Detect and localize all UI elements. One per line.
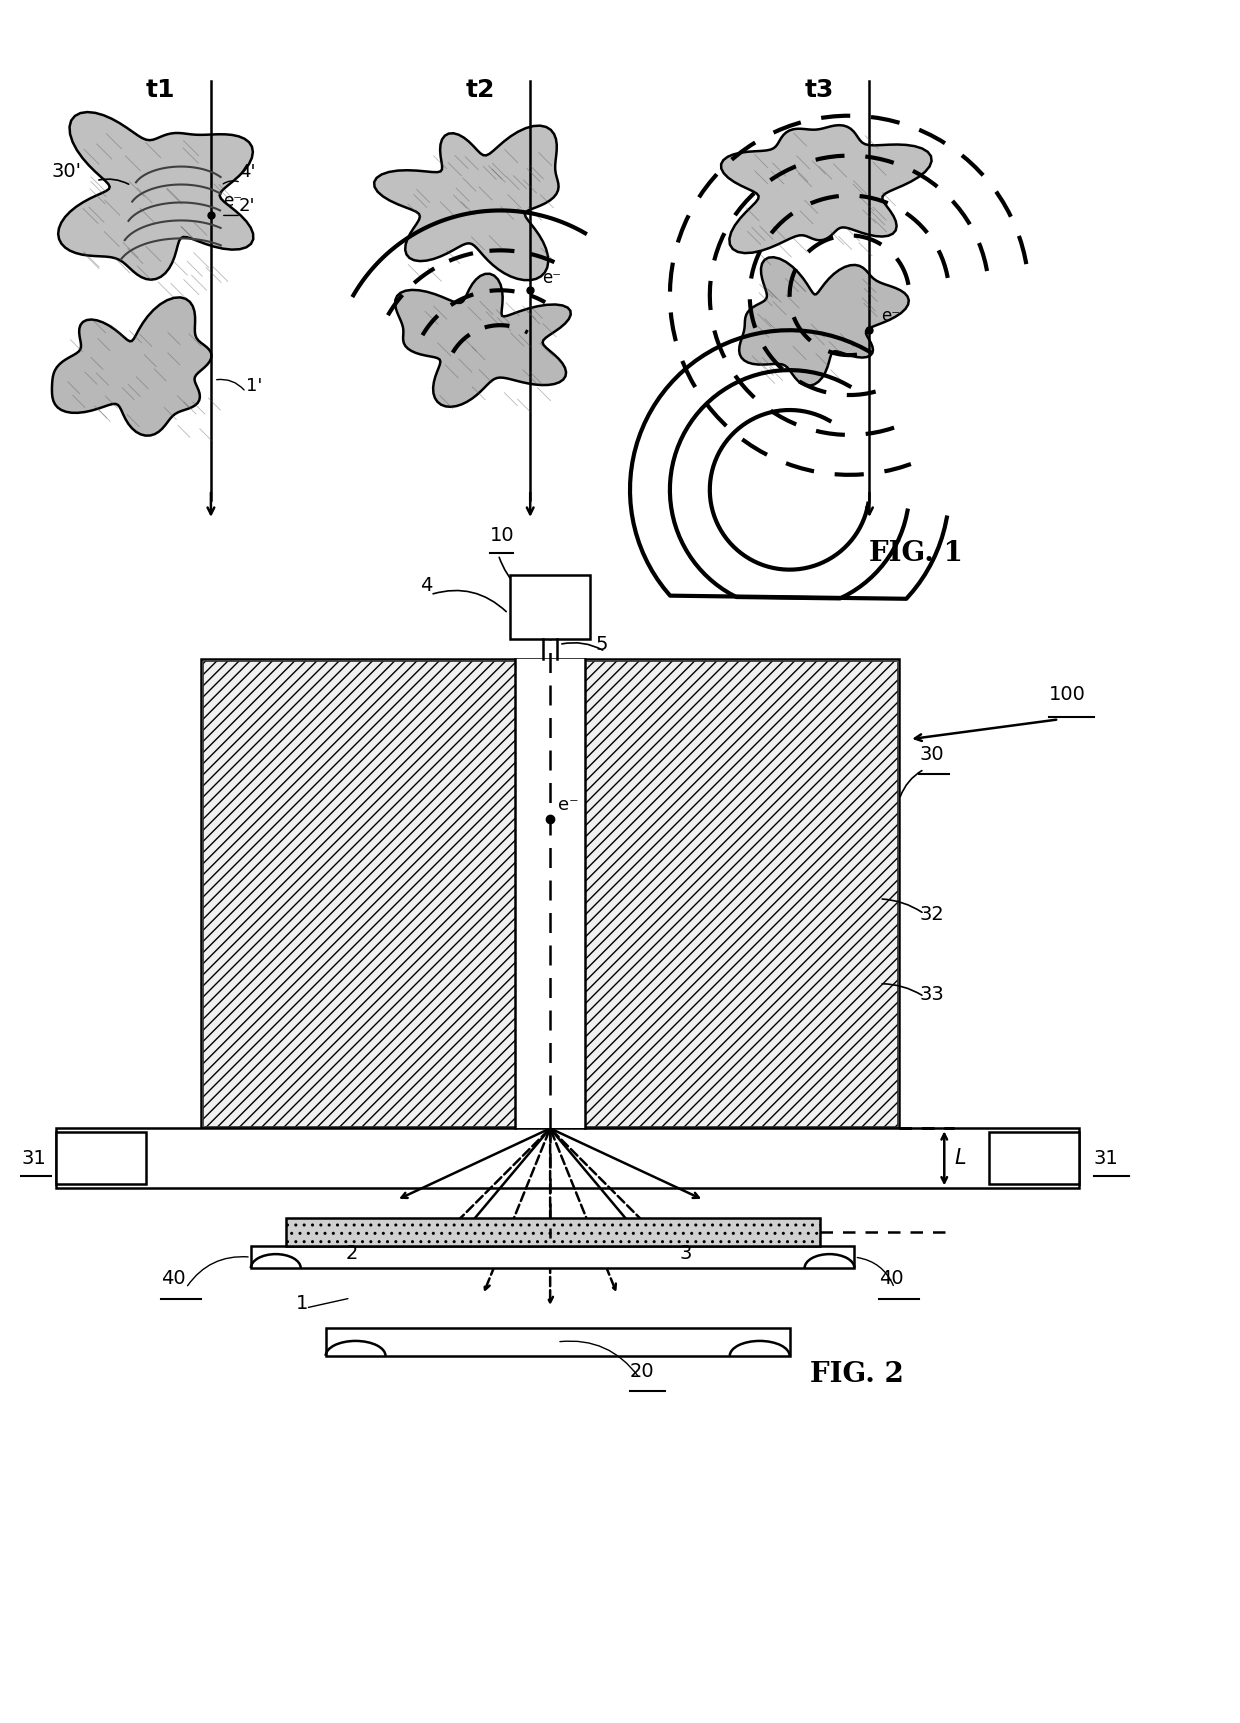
Text: 100: 100 (1049, 686, 1086, 705)
Text: t1: t1 (146, 78, 176, 102)
Text: 5: 5 (595, 636, 608, 655)
Text: e⁻: e⁻ (542, 269, 562, 288)
Bar (201, 660, 899, 1129)
Text: 2: 2 (346, 1244, 358, 1263)
Text: 4': 4' (239, 162, 255, 181)
Text: t2: t2 (465, 78, 495, 102)
Bar (56, 1132, 146, 1185)
Polygon shape (52, 298, 212, 436)
Text: 1: 1 (295, 1294, 308, 1313)
Text: 40: 40 (161, 1268, 186, 1287)
Text: 3: 3 (680, 1244, 692, 1263)
Text: 33: 33 (919, 984, 944, 1003)
Text: 2': 2' (239, 198, 255, 215)
Text: 20: 20 (630, 1361, 655, 1380)
Text: e⁻: e⁻ (558, 796, 579, 813)
Bar (510, 575, 590, 641)
Bar (56, 1129, 1079, 1189)
Text: e⁻: e⁻ (223, 193, 242, 210)
Bar (516, 660, 585, 1129)
Text: 40: 40 (879, 1268, 904, 1287)
Text: 31: 31 (1094, 1149, 1118, 1168)
Polygon shape (396, 274, 570, 408)
Bar (285, 1218, 820, 1246)
Bar (250, 1246, 854, 1268)
Bar (990, 1132, 1079, 1185)
Text: 10: 10 (490, 526, 515, 544)
Polygon shape (739, 258, 909, 386)
Text: 1': 1' (246, 377, 262, 395)
Text: 4: 4 (420, 575, 433, 594)
Text: 30': 30' (51, 162, 82, 181)
Polygon shape (374, 126, 558, 281)
Bar (203, 662, 516, 1127)
Bar (326, 1328, 790, 1356)
Text: FIG. 1: FIG. 1 (869, 539, 963, 567)
Bar (585, 662, 898, 1127)
Polygon shape (58, 114, 253, 281)
Text: L: L (955, 1148, 966, 1168)
Text: t3: t3 (805, 78, 835, 102)
Text: 30: 30 (919, 744, 944, 763)
Text: 31: 31 (21, 1149, 46, 1168)
Text: 32: 32 (919, 905, 944, 924)
Text: FIG. 2: FIG. 2 (810, 1359, 904, 1387)
Text: e⁻: e⁻ (882, 307, 900, 326)
Polygon shape (722, 126, 931, 253)
